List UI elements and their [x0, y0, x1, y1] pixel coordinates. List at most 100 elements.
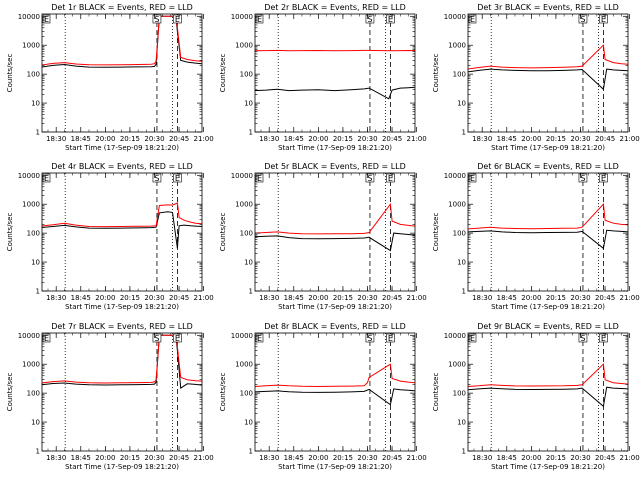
panel-title: Det 8r BLACK = Events, RED = LLD	[264, 322, 406, 331]
y-tick-label: 1000	[235, 361, 253, 369]
marker-label: S	[367, 15, 372, 24]
x-tick-label: 20:15	[333, 294, 353, 302]
x-tick-label: 20:45	[382, 135, 402, 143]
series-line-events	[468, 386, 628, 408]
y-tick-label: 10	[31, 100, 40, 108]
plot-frame	[467, 172, 629, 292]
y-tick-label: 100	[240, 390, 253, 398]
y-tick-label: 10000	[444, 172, 466, 180]
x-tick-label: 21:00	[620, 454, 640, 462]
x-tick-label: 20:45	[169, 454, 189, 462]
y-tick-label: 1	[249, 129, 253, 137]
y-tick-label: 1	[462, 448, 466, 456]
marker-label: E	[388, 15, 393, 24]
x-tick-label: 20:45	[382, 454, 402, 462]
marker-box	[365, 333, 375, 343]
y-tick-label: 10000	[444, 332, 466, 340]
series-line-events	[42, 211, 202, 249]
x-tick-label: 20:15	[120, 454, 140, 462]
series-line-lld	[255, 202, 415, 235]
marker-label: E	[601, 334, 606, 343]
x-tick-label: 20:00	[95, 135, 115, 143]
x-tick-label: 20:00	[308, 294, 328, 302]
marker-box	[152, 333, 162, 343]
y-tick-label: 1	[462, 129, 466, 137]
marker-label: E	[388, 174, 393, 183]
y-tick-label: 1000	[448, 42, 466, 50]
y-axis-label: Counts/sec	[6, 373, 14, 412]
marker-box	[578, 14, 588, 24]
marker-box	[386, 333, 395, 343]
series-line-lld	[468, 44, 628, 70]
y-axis-label: Counts/sec	[6, 54, 14, 93]
series-line-events	[468, 229, 628, 250]
x-tick-label: 18:30	[259, 454, 279, 462]
marker-label: S	[154, 334, 159, 343]
marker-box	[599, 173, 608, 183]
x-axis-label: Start Time (17-Sep-09 18:21:20)	[491, 463, 605, 471]
y-tick-label: 10	[457, 419, 466, 427]
x-tick-label: 18:30	[46, 135, 66, 143]
x-tick-label: 20:45	[169, 294, 189, 302]
x-axis-label: Start Time (17-Sep-09 18:21:20)	[491, 144, 605, 152]
y-tick-label: 10	[31, 259, 40, 267]
panel-title: Det 6r BLACK = Events, RED = LLD	[477, 162, 619, 171]
plot-frame	[467, 13, 629, 133]
marker-box	[152, 14, 162, 24]
y-tick-label: 10	[244, 419, 253, 427]
y-axis-label: Counts/sec	[219, 213, 227, 252]
x-tick-label: 18:30	[259, 135, 279, 143]
x-axis-label: Start Time (17-Sep-09 18:21:20)	[278, 144, 392, 152]
series-group	[42, 334, 202, 389]
start-marker-label: E	[257, 174, 262, 183]
marker-box	[365, 173, 375, 183]
y-tick-label: 100	[453, 71, 466, 79]
marker-box	[173, 333, 182, 343]
x-tick-label: 18:45	[497, 294, 517, 302]
y-tick-label: 100	[27, 71, 40, 79]
y-axis-label: Counts/sec	[432, 54, 440, 93]
x-axis-label: Start Time (17-Sep-09 18:21:20)	[278, 463, 392, 471]
x-tick-label: 20:15	[546, 454, 566, 462]
marker-box	[599, 333, 608, 343]
y-tick-label: 100	[27, 230, 40, 238]
marker-label: S	[367, 174, 372, 183]
x-tick-label: 20:30	[144, 135, 164, 143]
plot-frame	[41, 13, 203, 133]
plot-frame	[254, 13, 416, 133]
series-group	[468, 363, 628, 408]
x-tick-label: 21:00	[194, 454, 214, 462]
marker-box	[578, 173, 588, 183]
marker-box	[365, 14, 375, 24]
series-line-events	[255, 232, 415, 252]
plot-frame	[41, 332, 203, 452]
marker-label: E	[175, 174, 180, 183]
panel-title: Det 5r BLACK = Events, RED = LLD	[264, 162, 406, 171]
plot-frame	[254, 332, 416, 452]
y-tick-label: 1	[36, 288, 40, 296]
marker-box	[173, 173, 182, 183]
x-tick-label: 20:30	[144, 454, 164, 462]
series-line-events	[42, 334, 202, 389]
y-tick-label: 100	[240, 71, 253, 79]
series-group	[468, 203, 628, 250]
y-tick-label: 10	[244, 100, 253, 108]
y-tick-label: 1000	[22, 201, 40, 209]
marker-label: E	[175, 15, 180, 24]
marker-label: E	[601, 15, 606, 24]
y-tick-label: 1000	[448, 361, 466, 369]
x-tick-label: 18:30	[46, 454, 66, 462]
marker-label: E	[388, 334, 393, 343]
x-tick-label: 18:45	[71, 454, 91, 462]
x-axis-label: Start Time (17-Sep-09 18:21:20)	[65, 463, 179, 471]
x-tick-label: 18:45	[284, 294, 304, 302]
x-tick-label: 20:00	[95, 454, 115, 462]
x-tick-label: 18:45	[497, 135, 517, 143]
series-line-lld	[42, 15, 202, 66]
y-tick-label: 1	[462, 288, 466, 296]
marker-label: S	[367, 334, 372, 343]
y-axis-label: Counts/sec	[219, 373, 227, 412]
x-tick-label: 21:00	[407, 294, 427, 302]
